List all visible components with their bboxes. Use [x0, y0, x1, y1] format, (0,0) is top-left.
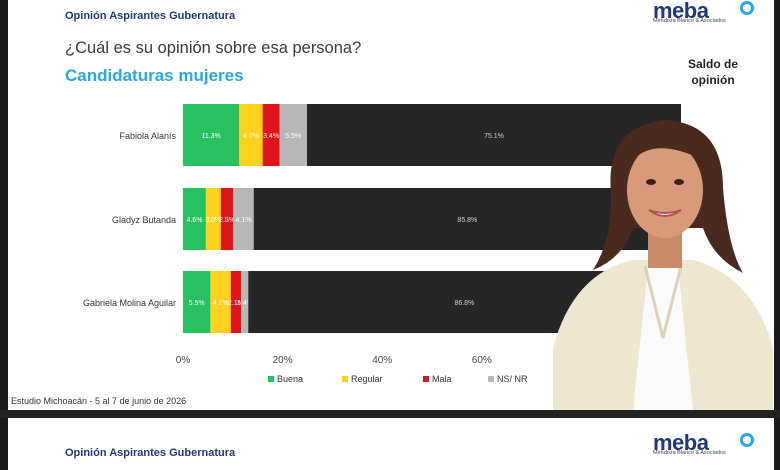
data-label: 75.1%	[484, 133, 504, 140]
bar-segment	[233, 188, 254, 250]
bar-segment	[210, 271, 231, 333]
legend-swatch	[423, 376, 429, 382]
category-label: Gabriela Molina Aguilar	[83, 298, 176, 308]
data-label: 11.3%	[201, 133, 220, 140]
legend-label: Regular	[351, 374, 383, 384]
bar-segment	[183, 188, 206, 250]
bar-segment	[183, 271, 211, 333]
bar-segment	[239, 104, 263, 166]
panel-divider	[0, 410, 780, 418]
legend-label: Buena	[277, 374, 303, 384]
data-label: 2.1%	[228, 300, 244, 307]
meba-logo: meba Mendoza Blanco & Asociados	[653, 0, 763, 28]
data-label: 4.6%	[186, 217, 202, 224]
tick-label: 60%	[472, 355, 492, 366]
bottom-logo-tagline: Mendoza Blanco & Asociados	[653, 450, 726, 456]
bar-segment	[241, 271, 249, 333]
bar-segment	[183, 104, 240, 166]
data-label: 4.7%	[243, 133, 259, 140]
tick-label: 40%	[372, 355, 392, 366]
data-label: 4.1%	[213, 300, 229, 307]
chart-subtitle: Candidaturas mujeres	[65, 66, 244, 85]
legend-swatch	[342, 376, 348, 382]
legend-swatch	[268, 376, 274, 382]
bar-segment	[205, 188, 221, 250]
tick-label: 20%	[273, 355, 293, 366]
question-text: ¿Cuál es su opinión sobre esa persona?	[65, 39, 362, 57]
saldo-label: Saldo de opinión	[687, 57, 738, 87]
legend-label: Mala	[432, 374, 452, 384]
logo-text: meba	[653, 0, 709, 23]
data-label: 85.8%	[457, 217, 477, 224]
data-label: 86.8%	[454, 300, 474, 307]
header-title: Opinión Aspirantes Gubernatura	[65, 10, 236, 22]
right-border	[774, 0, 780, 470]
bar-segment	[230, 271, 242, 333]
data-label: 4.1%	[236, 217, 252, 224]
logo-swirl-icon	[740, 1, 754, 15]
bar-segment	[220, 188, 234, 250]
data-label: 2.5%	[219, 217, 235, 224]
footer-note: Estudio Michoacán - 5 al 7 de junio de 2…	[11, 396, 187, 406]
tick-label: 0%	[176, 355, 191, 366]
category-label: Gladyz Butanda	[112, 215, 176, 225]
category-label: Fabiola Alanís	[119, 131, 176, 141]
bottom-logo-swirl-icon	[740, 433, 754, 447]
bottom-logo-text: meba	[653, 430, 709, 455]
bar-segment	[279, 104, 308, 166]
left-border	[0, 0, 8, 470]
data-label: 3.4%	[263, 133, 279, 140]
legend-label: NS/ NR	[497, 374, 528, 384]
candidate-photo	[553, 120, 773, 410]
bottom-header-title: Opinión Aspirantes Gubernatura	[65, 447, 236, 459]
bottom-meba-logo: meba Mendoza Blanco & Asociados	[653, 430, 763, 460]
data-label: 3.0%	[205, 217, 221, 224]
legend-swatch	[488, 376, 494, 382]
logo-tagline: Mendoza Blanco & Asociados	[653, 18, 726, 24]
bar-segment	[262, 104, 280, 166]
data-label: 5.5%	[285, 133, 301, 140]
data-label: 1.4%	[237, 300, 253, 307]
data-label: 5.5%	[189, 300, 205, 307]
